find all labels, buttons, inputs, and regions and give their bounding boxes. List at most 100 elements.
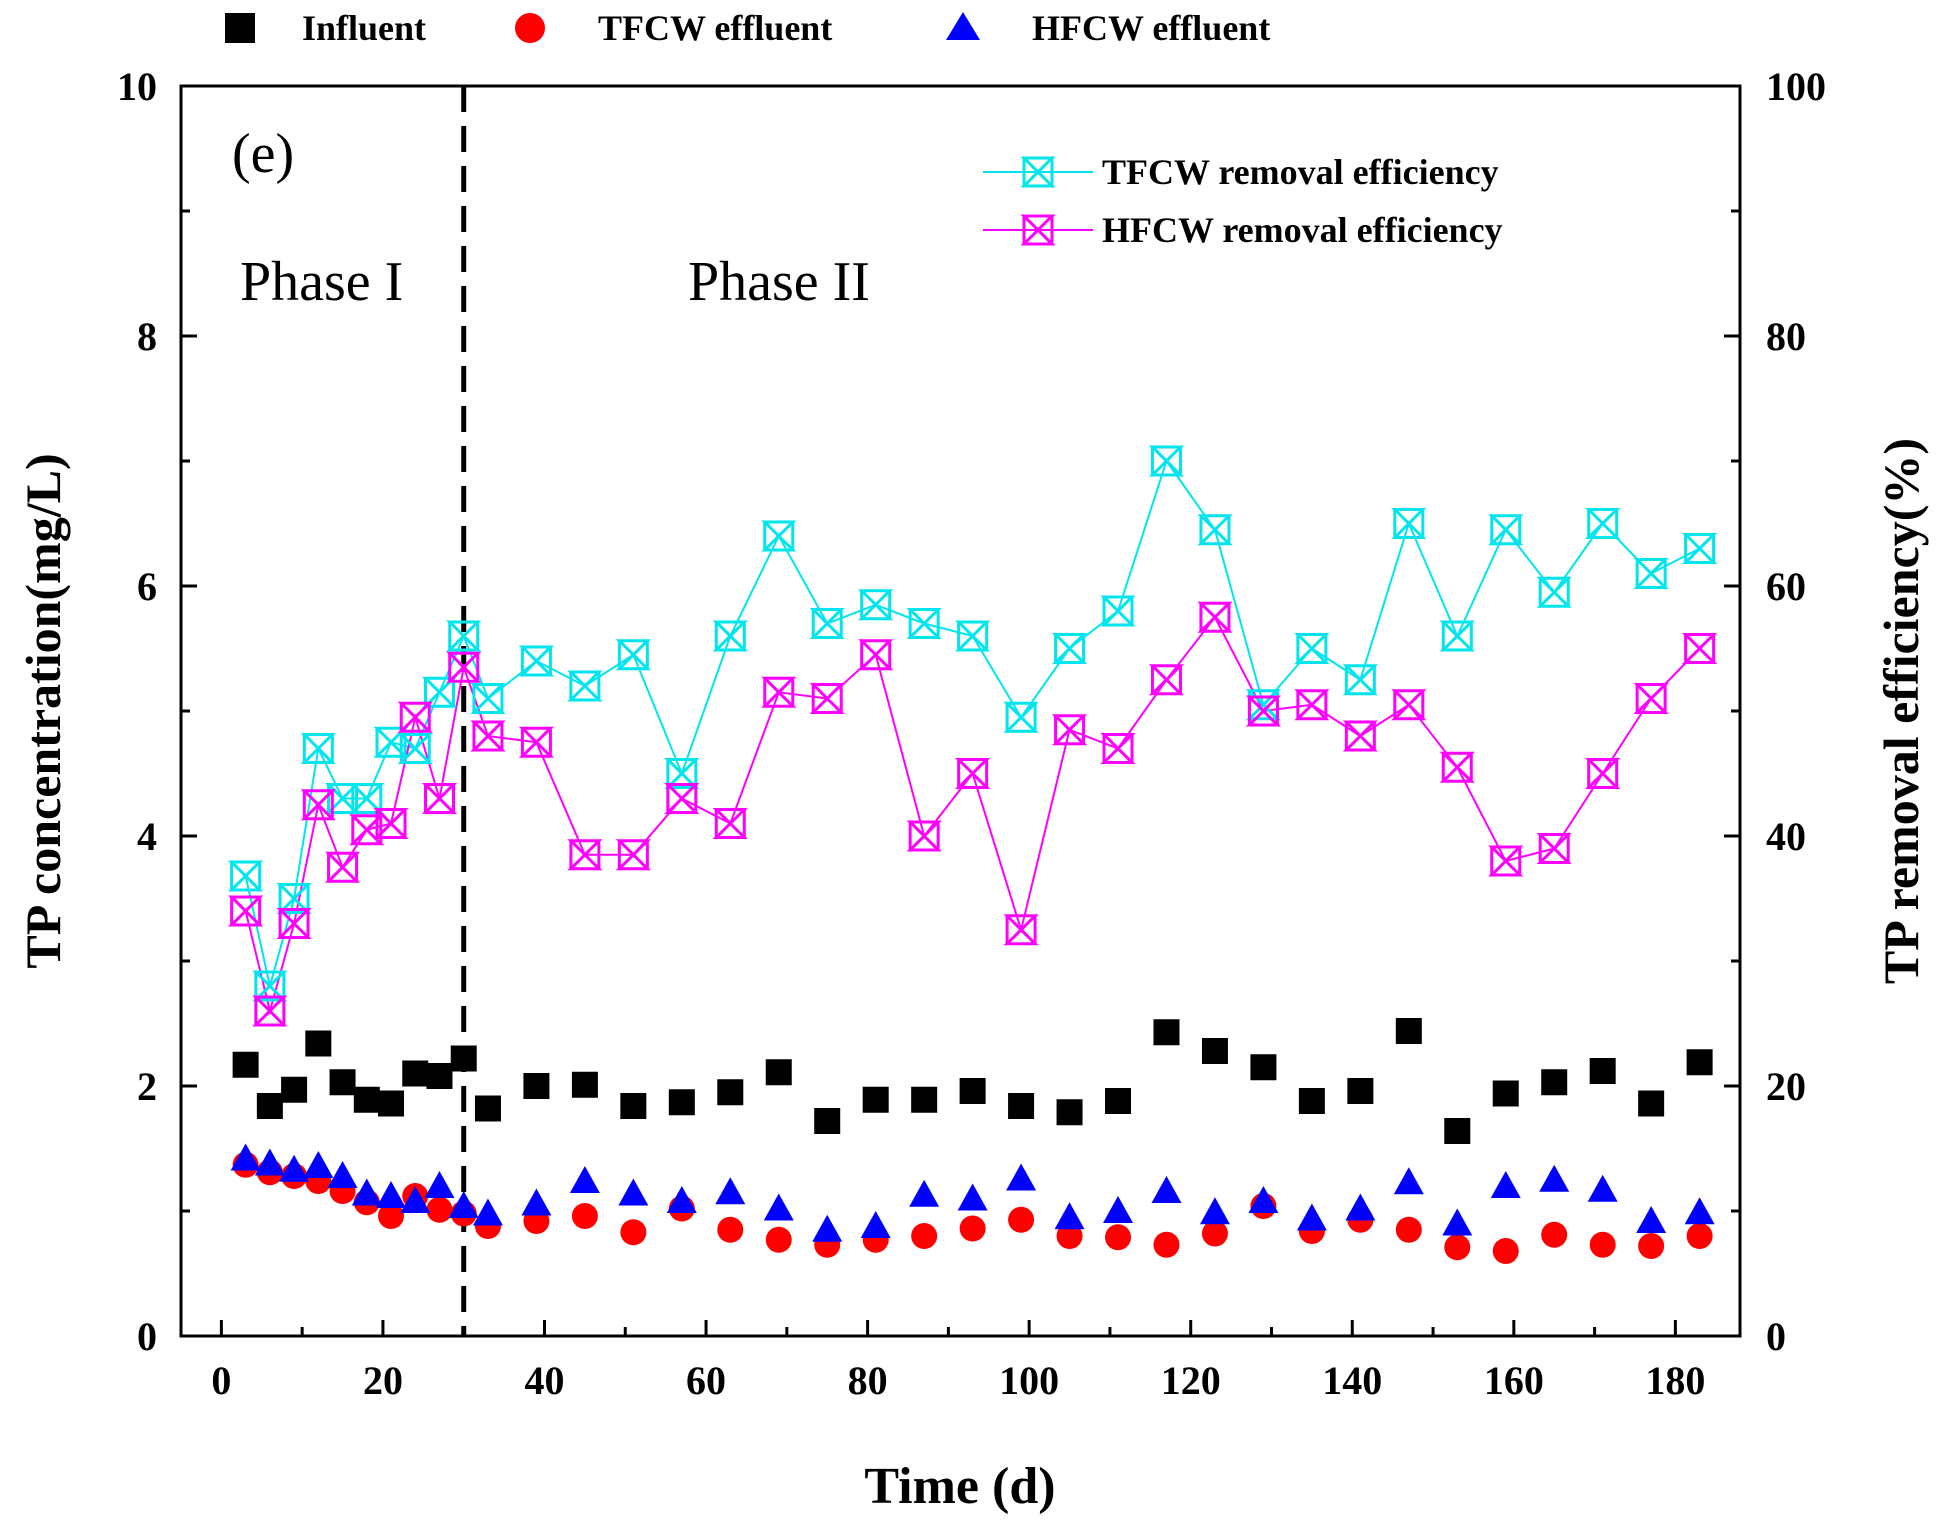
y-left-tick-label: 10 bbox=[117, 64, 157, 109]
tfcw-removal-efficiency-point bbox=[1633, 558, 1669, 589]
tfcw-removal-efficiency-point bbox=[1391, 508, 1427, 539]
tfcw-effluent-point bbox=[1638, 1233, 1665, 1259]
tfcw-removal-efficiency-point bbox=[615, 639, 651, 671]
influent-point bbox=[256, 1093, 283, 1119]
hfcw-effluent-point bbox=[351, 1178, 382, 1206]
left-axis-title: TP concentration(mg/L) bbox=[15, 453, 71, 968]
influent-point bbox=[232, 1051, 259, 1078]
series-line-hfcw-removal-efficiency bbox=[244, 615, 1701, 1015]
tfcw-removal-efficiency-point bbox=[1439, 620, 1475, 652]
y-right-tick-label: 60 bbox=[1766, 564, 1806, 609]
series-layer bbox=[228, 445, 1718, 1264]
hfcw-removal-efficiency-point bbox=[397, 701, 433, 733]
hfcw-removal-efficiency-point bbox=[1003, 914, 1039, 946]
tfcw-removal-efficiency-point bbox=[1100, 595, 1136, 627]
tfcw-removal-efficiency-point bbox=[1148, 445, 1185, 477]
hfcw-removal-efficiency-point bbox=[567, 839, 603, 871]
tfcw-removal-efficiency-point bbox=[1488, 514, 1524, 546]
hfcw-removal-efficiency-point bbox=[1294, 689, 1330, 721]
tfcw-removal-efficiency-point bbox=[1342, 664, 1378, 696]
x-tick-label: 160 bbox=[1484, 1358, 1544, 1403]
tfcw-effluent-point bbox=[571, 1203, 598, 1229]
left-axis-tick-labels: 0 2 4 6 8 10 bbox=[117, 64, 157, 1359]
influent-point bbox=[959, 1078, 986, 1104]
tfcw-removal-efficiency-point bbox=[858, 589, 894, 621]
influent-point bbox=[765, 1059, 792, 1086]
influent-point bbox=[1298, 1088, 1325, 1114]
tfcw-effluent-point bbox=[717, 1216, 744, 1243]
influent-point bbox=[1395, 1018, 1422, 1044]
hfcw-removal-efficiency-point bbox=[1100, 733, 1136, 764]
x-tick-label: 0 bbox=[211, 1358, 231, 1403]
hfcw-effluent-point bbox=[957, 1183, 988, 1211]
hfcw-removal-efficiency-point bbox=[470, 720, 506, 752]
legend-influent-label: Influent bbox=[302, 8, 426, 48]
hfcw-effluent-point bbox=[1539, 1164, 1570, 1192]
series-influent bbox=[232, 1018, 1713, 1144]
tfcw-removal-efficiency-point bbox=[518, 645, 555, 677]
hfcw-effluent-point bbox=[376, 1181, 407, 1208]
hfcw-effluent-point bbox=[618, 1178, 649, 1206]
y-right-tick-label: 100 bbox=[1766, 64, 1826, 109]
influent-point bbox=[378, 1090, 405, 1117]
influent-point bbox=[620, 1093, 647, 1119]
tfcw-removal-efficiency-point bbox=[300, 733, 336, 764]
phase-2-label: Phase II bbox=[688, 251, 870, 313]
hfcw-removal-efficiency-point bbox=[324, 851, 361, 883]
x-tick-label: 180 bbox=[1645, 1358, 1705, 1403]
series-hfcw-removal-efficiency bbox=[228, 601, 1718, 1027]
influent-point bbox=[571, 1071, 598, 1098]
legend-tfcw-effluent-label: TFCW effluent bbox=[598, 8, 832, 48]
tfcw-effluent-point bbox=[620, 1219, 647, 1246]
influent-point bbox=[1201, 1038, 1228, 1064]
series-line-tfcw-removal-efficiency bbox=[244, 458, 1701, 987]
tfcw-effluent-point bbox=[426, 1196, 453, 1223]
tfcw-effluent-point bbox=[1201, 1220, 1228, 1247]
influent-point bbox=[305, 1030, 332, 1057]
tfcw-removal-efficiency-point bbox=[1051, 633, 1088, 664]
tfcw-removal-efficiency-point bbox=[1294, 633, 1330, 664]
x-tick-label: 40 bbox=[524, 1358, 564, 1403]
influent-point bbox=[668, 1089, 695, 1116]
hfcw-removal-efficiency-point bbox=[349, 814, 385, 846]
series-hfcw-effluent bbox=[230, 1143, 1715, 1242]
tfcw-removal-efficiency-point bbox=[761, 520, 797, 552]
hfcw-removal-efficiency-point bbox=[1585, 758, 1621, 789]
hfcw-removal-efficiency-point bbox=[615, 839, 651, 871]
hfcw-effluent-point bbox=[424, 1171, 455, 1198]
influent-point bbox=[1638, 1090, 1665, 1117]
y-right-tick-label: 20 bbox=[1766, 1064, 1806, 1109]
legend-hfcw-removal-star bbox=[1020, 214, 1056, 246]
tfcw-effluent-point bbox=[1105, 1224, 1132, 1251]
y-left-tick-label: 2 bbox=[137, 1064, 157, 1109]
phase-1-label: Phase I bbox=[240, 251, 403, 313]
hfcw-removal-efficiency-point bbox=[906, 820, 942, 852]
legend-tfcw-removal-label: TFCW removal efficiency bbox=[1102, 152, 1499, 192]
tfcw-effluent-point bbox=[378, 1203, 405, 1229]
tfcw-removal-efficiency-point bbox=[373, 726, 409, 758]
hfcw-effluent-point bbox=[1393, 1167, 1424, 1195]
hfcw-effluent-point bbox=[230, 1143, 261, 1171]
influent-point bbox=[329, 1069, 356, 1096]
hfcw-removal-efficiency-point bbox=[300, 789, 336, 821]
tfcw-removal-efficiency-point bbox=[1197, 514, 1233, 546]
hfcw-effluent-point bbox=[812, 1214, 843, 1242]
axis-ticks bbox=[181, 84, 1740, 1338]
hfcw-removal-efficiency-point bbox=[1391, 689, 1427, 721]
hfcw-effluent-point bbox=[254, 1148, 285, 1176]
tfcw-removal-efficiency-point bbox=[470, 683, 506, 714]
tfcw-removal-efficiency-point bbox=[954, 620, 991, 652]
legend-tfcw-removal-marker bbox=[1020, 156, 1056, 188]
hfcw-effluent-point bbox=[1587, 1174, 1618, 1202]
tfcw-effluent-point bbox=[1541, 1221, 1568, 1248]
tfcw-removal-efficiency-point bbox=[1681, 533, 1718, 564]
y-left-tick-label: 0 bbox=[137, 1314, 157, 1359]
tfcw-removal-efficiency-point bbox=[397, 733, 433, 764]
influent-point bbox=[353, 1086, 380, 1113]
y-right-tick-label: 80 bbox=[1766, 314, 1806, 359]
influent-point bbox=[1008, 1093, 1035, 1119]
influent-point bbox=[402, 1060, 429, 1087]
tfcw-effluent-point bbox=[911, 1223, 938, 1249]
hfcw-effluent-point bbox=[666, 1186, 697, 1213]
hfcw-removal-efficiency-point bbox=[858, 639, 894, 671]
